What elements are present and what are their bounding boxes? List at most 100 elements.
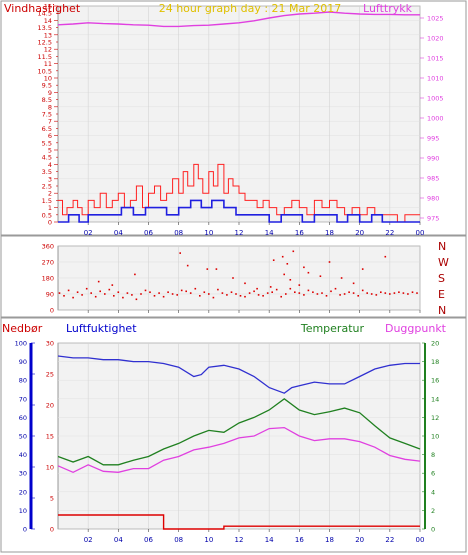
direction-point [186, 264, 189, 267]
direction-point [226, 294, 228, 296]
direction-point [289, 279, 292, 281]
direction-point [217, 288, 219, 291]
rain-tick-label: 15 [46, 433, 54, 441]
direction-point [375, 294, 378, 296]
wind-tick-label: 5 [48, 147, 52, 155]
direction-point [370, 293, 373, 295]
direction-tick-label: 270 [42, 259, 54, 267]
direction-point [384, 292, 387, 294]
wind-tick-label: 9.5 [42, 82, 52, 90]
direction-point [303, 294, 305, 296]
x-tick-label: 22 [385, 536, 394, 544]
direction-point [153, 295, 156, 297]
humidity-tick-label: 90 [19, 358, 27, 366]
direction-point [298, 292, 301, 294]
pressure-axis-label: Lufttrykk [363, 2, 413, 15]
direction-point [232, 277, 234, 279]
direction-point [158, 292, 160, 294]
compass-label: W [438, 256, 449, 269]
wind-tick-label: 13.5 [38, 24, 52, 32]
direction-point [90, 292, 92, 294]
pressure-tick-label: 975 [427, 215, 439, 223]
x-tick-label: 16 [295, 229, 304, 237]
wind-tick-label: 0 [48, 219, 52, 227]
direction-point [58, 292, 61, 294]
x-tick-label: 18 [325, 229, 334, 237]
direction-point [244, 295, 246, 298]
direction-point [176, 294, 178, 296]
x-tick-label: 12 [235, 229, 244, 237]
direction-point [180, 289, 183, 292]
direction-point [328, 261, 331, 263]
direction-point [67, 289, 70, 292]
wind-tick-label: 2.5 [42, 183, 52, 191]
direction-point [348, 291, 350, 293]
direction-point [256, 287, 258, 290]
temp-tick-label: 6 [431, 470, 435, 478]
direction-point [199, 295, 201, 297]
direction-point [380, 291, 382, 293]
direction-point [206, 268, 209, 270]
dewpoint-axis-label: Duggpunkt [385, 322, 447, 335]
direction-point [212, 296, 215, 299]
direction-tick-label: 360 [42, 243, 54, 251]
pressure-tick-label: 980 [427, 195, 439, 203]
direction-point [366, 292, 368, 294]
direction-point [257, 294, 260, 296]
direction-point [339, 294, 341, 296]
direction-point [307, 289, 310, 292]
direction-point [280, 295, 282, 298]
humidity-tick-label: 40 [19, 451, 27, 459]
data-series [57, 11, 421, 530]
x-tick-label: 00 [416, 229, 425, 237]
direction-point [285, 293, 287, 295]
rain-tick-label: 10 [46, 464, 54, 472]
direction-tick-label: 0 [50, 307, 54, 315]
direction-point [352, 282, 355, 285]
humidity-tick-label: 80 [19, 377, 27, 385]
pressure-line [57, 11, 420, 28]
wind-tick-label: 15 [44, 3, 52, 11]
humidity-tick-label: 10 [19, 507, 27, 515]
direction-point [307, 271, 310, 274]
direction-point [94, 295, 97, 298]
direction-point [99, 290, 101, 293]
direction-point [416, 292, 418, 294]
direction-point [230, 291, 233, 293]
wind-tick-label: 10 [44, 75, 52, 83]
pressure-tick-label: 1020 [427, 35, 444, 43]
rain-tick-label: 20 [46, 402, 54, 410]
direction-point [262, 295, 264, 297]
direction-point [131, 294, 133, 296]
temp-tick-label: 18 [431, 358, 439, 366]
rain-tick-label: 30 [46, 340, 54, 348]
temperature-line [57, 397, 421, 466]
direction-point [81, 294, 83, 296]
wind-tick-label: 10.5 [38, 67, 52, 75]
x-tick-label: 20 [355, 536, 364, 544]
humidity-line [57, 355, 420, 394]
direction-point [167, 291, 169, 293]
direction-point [221, 292, 224, 294]
wind-axis-label: Vindhastighet [4, 2, 81, 15]
direction-point [343, 293, 346, 295]
direction-point [144, 289, 147, 292]
wind-tick-label: 8 [48, 103, 52, 111]
direction-point [334, 287, 337, 290]
wind-tick-label: 14.5 [38, 10, 52, 18]
direction-point [330, 290, 332, 293]
humidity-tick-label: 30 [19, 470, 27, 478]
x-tick-label: 08 [174, 536, 183, 544]
rain-axis-label: Nedbør [2, 322, 43, 335]
direction-point [393, 292, 396, 294]
direction-point [134, 273, 136, 276]
direction-point [189, 292, 192, 294]
x-tick-label: 02 [84, 536, 93, 544]
direction-point [72, 296, 74, 299]
direction-point [312, 291, 314, 293]
direction-point [126, 292, 129, 294]
x-tick-label: 02 [84, 229, 93, 237]
direction-point [275, 288, 278, 291]
